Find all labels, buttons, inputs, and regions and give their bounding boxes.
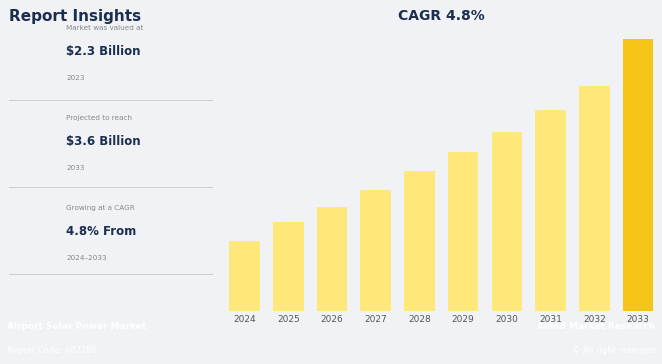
Bar	[448, 153, 479, 364]
Text: 2024–2033: 2024–2033	[66, 255, 107, 261]
Bar	[230, 241, 260, 364]
Text: Allied Market Research: Allied Market Research	[538, 323, 655, 332]
Bar	[361, 190, 391, 364]
Bar	[492, 132, 522, 364]
Bar	[317, 207, 348, 364]
Text: Airport Solar Power Market: Airport Solar Power Market	[7, 323, 146, 332]
Text: 4.8% From: 4.8% From	[66, 225, 136, 238]
Text: Report Code: A02286: Report Code: A02286	[7, 346, 97, 355]
Bar	[404, 171, 435, 364]
Bar	[536, 110, 566, 364]
Text: Growing at a CAGR: Growing at a CAGR	[66, 205, 135, 211]
Bar	[579, 86, 610, 364]
Text: $3.6 Billion: $3.6 Billion	[66, 135, 141, 148]
Text: $2.3 Billion: $2.3 Billion	[66, 45, 141, 58]
Bar	[273, 222, 304, 364]
Bar	[623, 39, 653, 364]
Text: 2033: 2033	[66, 165, 85, 171]
Text: 2023: 2023	[66, 75, 85, 81]
Text: CAGR 4.8%: CAGR 4.8%	[398, 9, 485, 23]
Text: Projected to reach: Projected to reach	[66, 115, 132, 121]
Text: © All right reserved: © All right reserved	[571, 346, 655, 355]
Text: Market was valued at: Market was valued at	[66, 25, 144, 31]
Text: Report Insights: Report Insights	[9, 9, 141, 24]
